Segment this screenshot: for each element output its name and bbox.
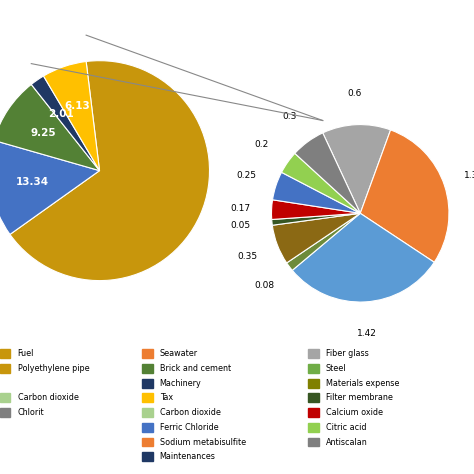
Text: 0.35: 0.35 <box>238 252 258 261</box>
Wedge shape <box>272 213 360 225</box>
Wedge shape <box>0 84 100 171</box>
Text: Carbon dioxide: Carbon dioxide <box>18 393 78 402</box>
Bar <box>142 438 153 447</box>
Text: 0.3: 0.3 <box>282 112 296 121</box>
Bar <box>142 364 153 373</box>
Text: Sodium metabisulfite: Sodium metabisulfite <box>160 438 246 447</box>
Text: Seawater: Seawater <box>160 349 198 358</box>
Text: 0.25: 0.25 <box>236 172 256 181</box>
Text: Ferric Chloride: Ferric Chloride <box>160 423 219 432</box>
Bar <box>142 349 153 358</box>
Text: Maintenances: Maintenances <box>160 452 216 461</box>
Bar <box>142 423 153 432</box>
Bar <box>0 408 10 417</box>
Wedge shape <box>44 62 100 171</box>
Bar <box>308 349 319 358</box>
Text: Carbon dioxide: Carbon dioxide <box>160 408 220 417</box>
Text: 0.6: 0.6 <box>348 89 362 98</box>
Text: Machinery: Machinery <box>160 379 201 388</box>
Text: Calcium oxide: Calcium oxide <box>326 408 383 417</box>
Bar <box>142 379 153 388</box>
Bar <box>142 393 153 402</box>
Bar <box>308 408 319 417</box>
Text: 6.13: 6.13 <box>64 101 91 111</box>
Text: Fiber glass: Fiber glass <box>326 349 368 358</box>
Bar <box>142 452 153 461</box>
Wedge shape <box>273 173 360 213</box>
Wedge shape <box>31 76 100 171</box>
Text: Fuel: Fuel <box>18 349 34 358</box>
Text: 0.2: 0.2 <box>255 140 269 149</box>
Text: 0.08: 0.08 <box>254 281 274 290</box>
Wedge shape <box>292 213 434 302</box>
Bar <box>308 423 319 432</box>
Text: Antiscalan: Antiscalan <box>326 438 367 447</box>
Wedge shape <box>273 213 360 263</box>
Text: Tax: Tax <box>160 393 173 402</box>
Bar <box>0 364 10 373</box>
Bar <box>308 393 319 402</box>
Text: Steel: Steel <box>326 364 346 373</box>
Wedge shape <box>295 133 360 213</box>
Wedge shape <box>272 200 360 219</box>
Text: Chlorit: Chlorit <box>18 408 44 417</box>
Bar <box>142 408 153 417</box>
Bar <box>0 349 10 358</box>
Text: 9.25: 9.25 <box>30 128 56 138</box>
Bar <box>308 364 319 373</box>
Text: Brick and cement: Brick and cement <box>160 364 231 373</box>
Text: 2.01: 2.01 <box>48 109 74 119</box>
Bar <box>0 393 10 402</box>
Bar <box>308 379 319 388</box>
Bar <box>308 438 319 447</box>
Text: 1.38: 1.38 <box>465 171 474 180</box>
Wedge shape <box>0 140 100 235</box>
Text: Filter membrane: Filter membrane <box>326 393 392 402</box>
Text: Materials expense: Materials expense <box>326 379 399 388</box>
Text: 0.05: 0.05 <box>230 221 251 230</box>
Wedge shape <box>10 61 210 281</box>
Text: Citric acid: Citric acid <box>326 423 366 432</box>
Text: 0.17: 0.17 <box>230 204 250 213</box>
Wedge shape <box>360 130 449 262</box>
Wedge shape <box>287 213 360 270</box>
Wedge shape <box>282 154 360 213</box>
Text: 13.34: 13.34 <box>16 177 49 187</box>
Wedge shape <box>323 125 391 213</box>
Text: Polyethylene pipe: Polyethylene pipe <box>18 364 89 373</box>
Text: 1.42: 1.42 <box>357 329 377 338</box>
